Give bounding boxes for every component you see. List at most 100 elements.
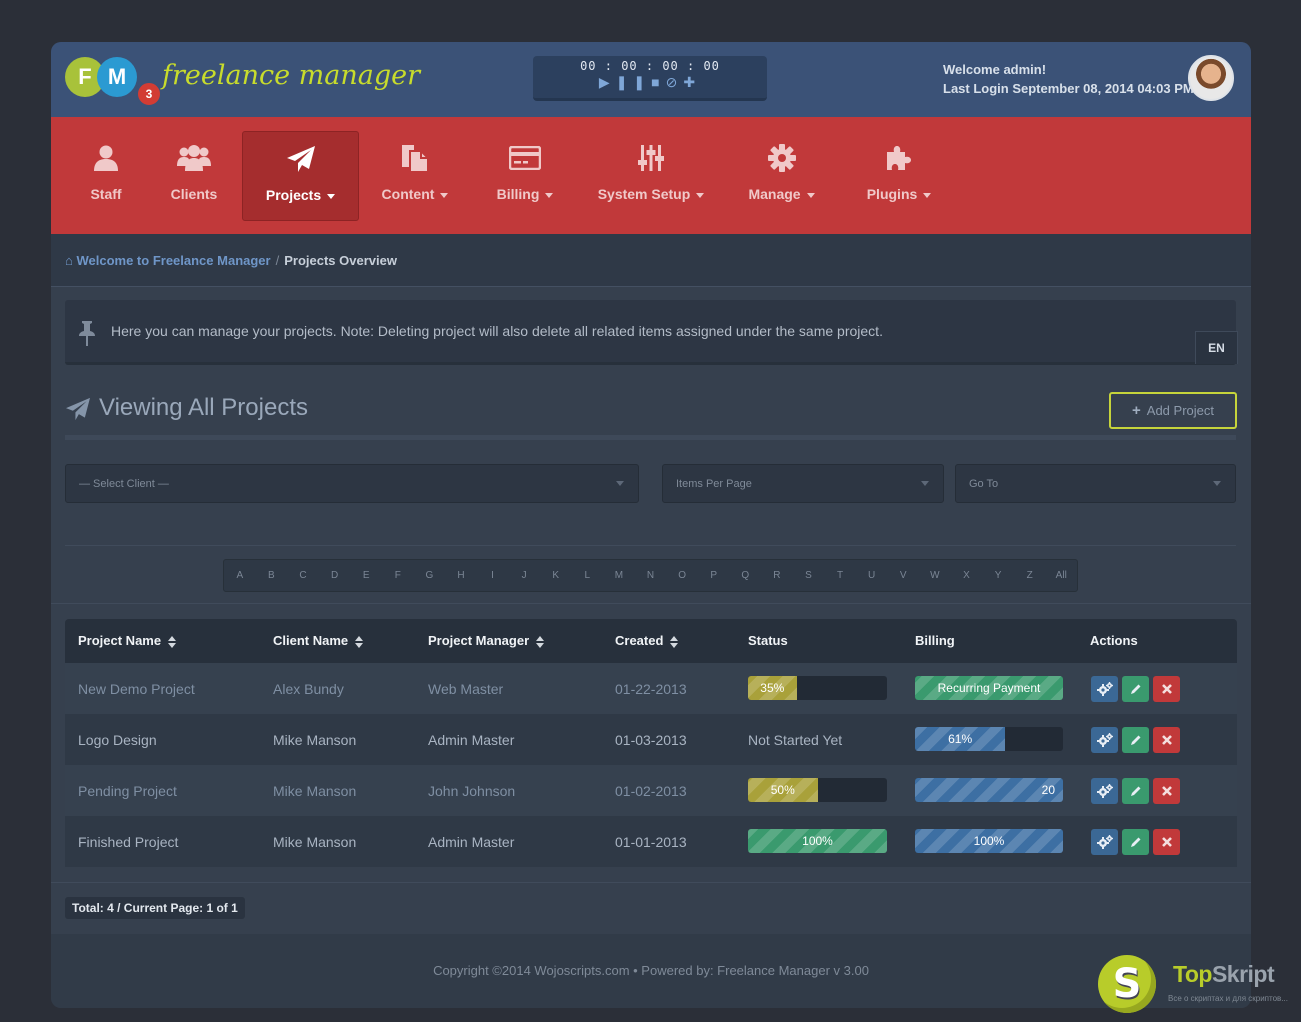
alpha-filter-item[interactable]: B: [268, 570, 275, 581]
client-select[interactable]: — Select Client —: [65, 464, 639, 503]
add-project-label: Add Project: [1146, 403, 1214, 418]
nav-system-setup[interactable]: System Setup: [591, 131, 711, 219]
watermark-name-b: Skript: [1211, 961, 1275, 987]
created-date: 01-02-2013: [615, 783, 687, 799]
alpha-filter-item[interactable]: W: [930, 570, 940, 581]
logo[interactable]: F M 3 freelance manager: [65, 56, 420, 107]
go-to-select[interactable]: Go To: [955, 464, 1236, 503]
nav-content[interactable]: Content: [365, 131, 465, 219]
plus-icon: +: [1132, 402, 1141, 419]
stop-icon[interactable]: ■: [651, 74, 666, 90]
chevron-down-icon: [1213, 481, 1221, 486]
manage-project-button[interactable]: [1091, 778, 1118, 804]
alpha-filter-item[interactable]: C: [299, 570, 307, 581]
brand-name: freelance manager: [162, 60, 421, 91]
status-progress-fill: 50%: [748, 778, 818, 802]
nav-manage[interactable]: Manage: [739, 131, 824, 219]
alpha-filter-item[interactable]: K: [552, 570, 560, 581]
project-manager: Admin Master: [428, 834, 515, 850]
add-project-button[interactable]: + Add Project: [1109, 392, 1237, 429]
delete-project-button[interactable]: [1153, 676, 1180, 702]
paper-plane-icon: [66, 397, 90, 420]
items-per-page-select[interactable]: Items Per Page: [662, 464, 944, 503]
chevron-down-icon: [921, 481, 929, 486]
reset-icon[interactable]: ⊘: [665, 74, 684, 90]
breadcrumb-home-label: Welcome to Freelance Manager: [76, 253, 271, 268]
alpha-filter-item[interactable]: X: [963, 570, 970, 581]
add-time-icon[interactable]: ✚: [683, 74, 702, 90]
alpha-filter-item[interactable]: S: [805, 570, 812, 581]
sort-icon: [670, 635, 679, 648]
edit-project-button[interactable]: [1122, 778, 1149, 804]
gear-icon: [739, 143, 824, 173]
alpha-filter-item[interactable]: T: [837, 570, 844, 581]
sort-icon: [168, 635, 177, 648]
alpha-filter-item[interactable]: I: [491, 570, 494, 581]
nav-billing[interactable]: Billing: [481, 131, 569, 219]
nav-label: Projects: [265, 187, 322, 203]
alpha-filter-item[interactable]: R: [773, 570, 781, 581]
language-button[interactable]: EN: [1195, 331, 1238, 364]
delete-project-button[interactable]: [1153, 829, 1180, 855]
alpha-filter-item[interactable]: Z: [1026, 570, 1033, 581]
nav-projects[interactable]: Projects: [242, 131, 359, 221]
nav-staff[interactable]: Staff: [66, 131, 146, 219]
welcome-text: Welcome admin!: [943, 62, 1047, 77]
alpha-filter-item[interactable]: A: [236, 570, 244, 581]
time-tracker: 00 : 00 : 00 : 00 ▶❚❚■⊘✚: [533, 56, 767, 101]
client-select-value: — Select Client —: [79, 478, 169, 490]
alpha-filter-item[interactable]: G: [425, 570, 434, 581]
alpha-filter-item[interactable]: F: [394, 570, 401, 581]
column-client-name[interactable]: Client Name: [273, 633, 364, 648]
status-progress-fill: 35%: [748, 676, 797, 700]
created-date: 01-01-2013: [615, 834, 687, 850]
pause-icon[interactable]: ❚❚: [615, 74, 652, 90]
edit-project-button[interactable]: [1122, 727, 1149, 753]
column-created[interactable]: Created: [615, 633, 679, 648]
project-manager: Admin Master: [428, 732, 515, 748]
status-progress: 35%: [748, 676, 887, 700]
alpha-filter-item[interactable]: H: [457, 570, 465, 581]
nav-label: Content: [381, 186, 435, 202]
alpha-filter-item[interactable]: E: [362, 570, 370, 581]
chevron-down-icon: [923, 192, 932, 198]
alpha-filter-item[interactable]: Q: [741, 570, 750, 581]
client-name: Alex Bundy: [273, 681, 344, 697]
alpha-filter-item[interactable]: U: [868, 570, 876, 581]
column-label: Project Manager: [428, 633, 530, 648]
edit-project-button[interactable]: [1122, 676, 1149, 702]
nav-clients[interactable]: Clients: [154, 131, 234, 219]
delete-project-button[interactable]: [1153, 727, 1180, 753]
alpha-filter-item[interactable]: J: [521, 570, 527, 581]
nav-label: Staff: [90, 186, 122, 202]
alpha-filter-item[interactable]: L: [584, 570, 591, 581]
alpha-filter-item[interactable]: O: [678, 570, 686, 581]
project-name[interactable]: Finished Project: [78, 834, 179, 850]
manage-project-button[interactable]: [1091, 829, 1118, 855]
play-icon[interactable]: ▶: [598, 74, 616, 90]
manage-project-button[interactable]: [1091, 727, 1118, 753]
footer: Copyright ©2014 Wojoscripts.com • Powere…: [51, 934, 1251, 1008]
manage-project-button[interactable]: [1091, 676, 1118, 702]
alpha-filter-item[interactable]: All: [1055, 570, 1067, 581]
breadcrumb-home[interactable]: ⌂ Welcome to Freelance Manager: [65, 253, 271, 268]
column-project-manager[interactable]: Project Manager: [428, 633, 545, 648]
nav-plugins[interactable]: Plugins: [854, 131, 944, 219]
alpha-filter-item[interactable]: M: [614, 570, 624, 581]
alpha-filter-item[interactable]: Y: [994, 570, 1002, 581]
gears-icon: [1096, 682, 1113, 696]
watermark-name-a: Top: [1173, 961, 1212, 987]
alpha-filter-item[interactable]: D: [330, 570, 339, 581]
alpha-filter-item[interactable]: V: [899, 570, 907, 581]
delete-project-button[interactable]: [1153, 778, 1180, 804]
column-project-name[interactable]: Project Name: [78, 633, 177, 648]
avatar[interactable]: [1188, 55, 1234, 101]
alpha-filter-item[interactable]: N: [646, 570, 655, 581]
users-icon: [154, 143, 234, 173]
project-name[interactable]: Logo Design: [78, 732, 157, 748]
project-name[interactable]: New Demo Project: [78, 681, 195, 697]
alpha-filter-item[interactable]: P: [710, 570, 718, 581]
column-label: Client Name: [273, 633, 349, 648]
project-name[interactable]: Pending Project: [78, 783, 177, 799]
edit-project-button[interactable]: [1122, 829, 1149, 855]
